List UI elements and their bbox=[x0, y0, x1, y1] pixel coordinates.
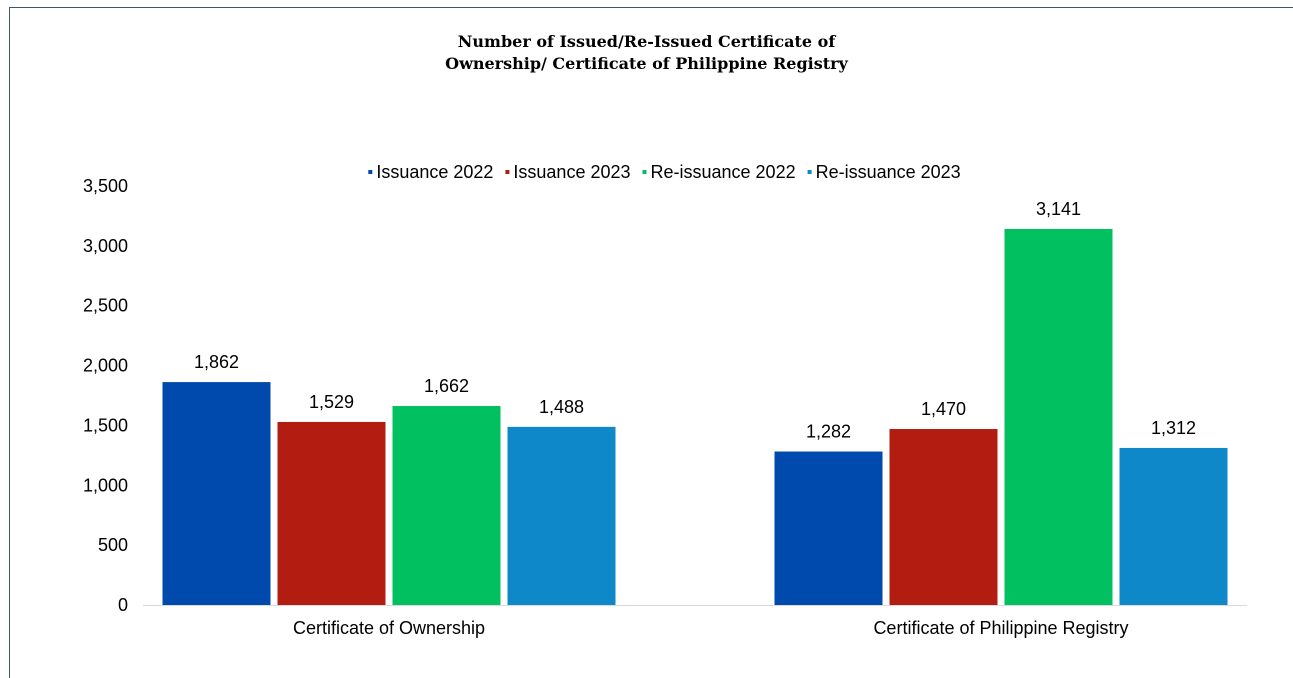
legend-label: Re-issuance 2022 bbox=[651, 162, 796, 182]
data-label: 1,488 bbox=[539, 397, 584, 417]
chart-title-line-2: Ownership/ Certificate of Philippine Reg… bbox=[445, 54, 848, 73]
legend-marker bbox=[368, 170, 373, 174]
bar bbox=[392, 406, 501, 605]
y-tick-label: 3,000 bbox=[83, 236, 128, 256]
bar bbox=[277, 421, 386, 605]
y-tick-label: 0 bbox=[118, 595, 128, 615]
y-tick-label: 1,500 bbox=[83, 415, 128, 435]
chart-title-line-1: Number of Issued/Re-Issued Certificate o… bbox=[457, 32, 836, 51]
data-label: 1,312 bbox=[1151, 418, 1196, 438]
y-axis: 0 500 1,000 1,500 2,000 2,500 3,000 3,500 bbox=[83, 176, 128, 615]
x-category-label: Certificate of Ownership bbox=[293, 618, 485, 638]
data-label: 3,141 bbox=[1036, 199, 1081, 219]
x-axis: Certificate of Ownership Certificate of P… bbox=[143, 605, 1247, 638]
bar bbox=[889, 429, 998, 605]
bar bbox=[162, 382, 271, 605]
data-label: 1,862 bbox=[194, 352, 239, 372]
y-tick-label: 2,000 bbox=[83, 356, 128, 376]
y-tick-label: 500 bbox=[98, 535, 128, 555]
data-labels: 1,862 1,529 1,662 1,488 1,282 1,470 3,141 1,312 bbox=[194, 199, 1196, 442]
bar bbox=[507, 426, 616, 605]
data-label: 1,282 bbox=[806, 422, 851, 442]
data-label: 1,470 bbox=[921, 399, 966, 419]
legend-marker bbox=[505, 170, 510, 174]
bar bbox=[1119, 447, 1228, 605]
bar bbox=[774, 451, 883, 605]
legend-marker bbox=[807, 170, 812, 174]
legend-label: Issuance 2022 bbox=[376, 162, 493, 182]
chart-title: Number of Issued/Re-Issued Certificate o… bbox=[0, 31, 1293, 75]
bars bbox=[162, 228, 1228, 606]
legend-marker bbox=[642, 170, 647, 174]
y-tick-label: 2,500 bbox=[83, 296, 128, 316]
y-tick-label: 3,500 bbox=[83, 176, 128, 196]
bar bbox=[1004, 228, 1113, 606]
data-label: 1,662 bbox=[424, 376, 469, 396]
legend-label: Re-issuance 2023 bbox=[816, 162, 961, 182]
x-category-label: Certificate of Philippine Registry bbox=[873, 618, 1128, 638]
y-tick-label: 1,000 bbox=[83, 475, 128, 495]
legend-label: Issuance 2023 bbox=[513, 162, 630, 182]
legend: Issuance 2022 Issuance 2023 Re-issuance 20… bbox=[368, 162, 961, 182]
data-label: 1,529 bbox=[309, 392, 354, 412]
